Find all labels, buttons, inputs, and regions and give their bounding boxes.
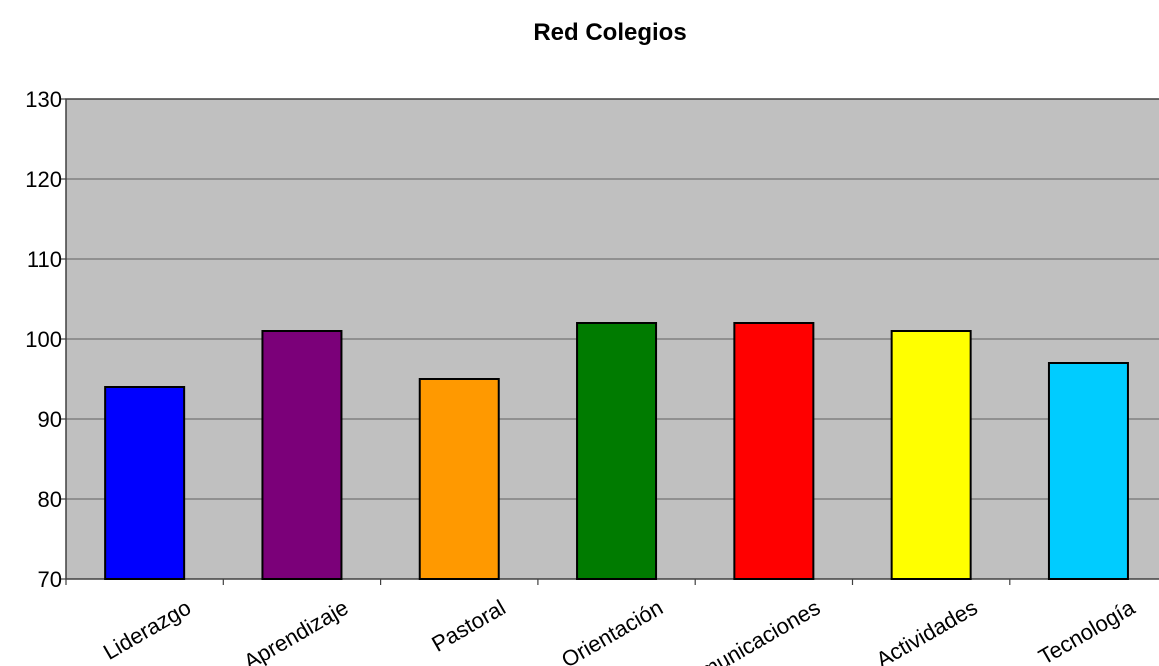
x-tick-label-1: Liderazgo (99, 595, 195, 665)
y-tick-label-130: 130 (25, 87, 62, 112)
bar-2 (261, 330, 343, 580)
bar-7 (1047, 362, 1129, 580)
y-tick-label-90: 90 (38, 407, 62, 432)
y-tick-label-80: 80 (38, 487, 62, 512)
chart-title: Red Colegios (533, 19, 686, 46)
y-tick-label-110: 110 (27, 247, 62, 272)
y-tick-label-70: 70 (38, 567, 62, 592)
y-tick-label-120: 120 (25, 167, 62, 192)
x-tick-label-6: Actividades (872, 595, 982, 666)
x-tick-label-3: Pastoral (427, 595, 509, 657)
x-tick-label-2: Aprendizaje (239, 595, 352, 666)
bar-6 (890, 330, 972, 580)
x-tick-label-7: Tecnología (1034, 594, 1139, 666)
bar-4 (576, 322, 658, 580)
x-tick-label-4: Orientación (557, 595, 667, 666)
bar-1 (104, 386, 186, 580)
bar-3 (418, 378, 500, 580)
bar-5 (733, 322, 815, 580)
y-tick-label-100: 100 (25, 327, 62, 352)
x-tick-label-5: Comunicaciones (671, 595, 824, 666)
